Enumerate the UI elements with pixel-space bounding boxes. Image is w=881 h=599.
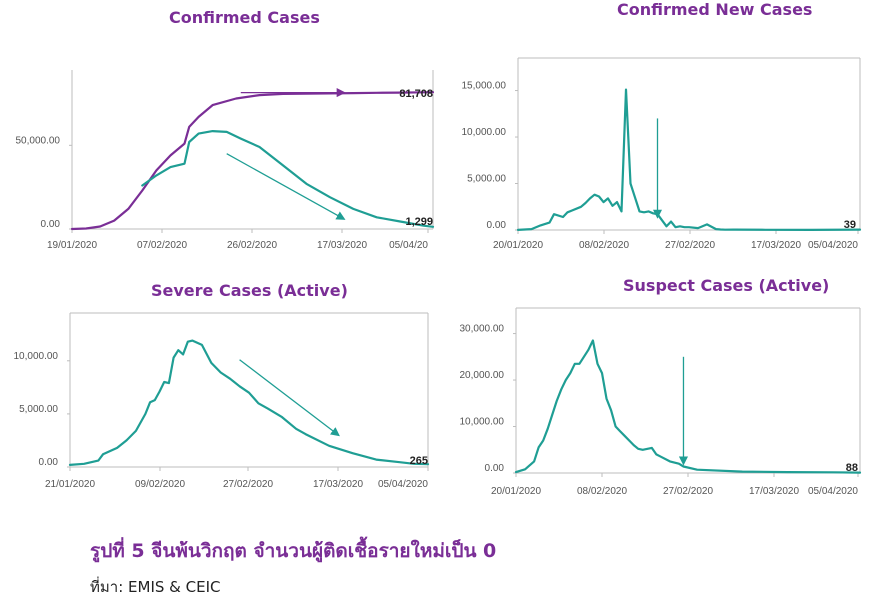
y-tick-label: 0.00 [487,220,507,231]
x-tick-label: 17/03/2020 [317,240,367,251]
x-tick-label: 26/02/2020 [227,240,277,251]
x-tick-label: 05/04/2020 [378,479,428,490]
x-tick-label: 27/02/2020 [663,486,713,497]
series-line-severe [68,339,430,466]
x-tick-label: 07/02/2020 [137,240,187,251]
x-tick-label: 27/02/2020 [665,240,715,251]
chart-title-confirmed: Confirmed Cases [169,8,320,27]
y-tick-label: 15,000.00 [462,81,507,92]
x-tick-label: 05/04/2020 [808,486,858,497]
x-tick-label: 20/01/2020 [491,486,541,497]
chart-confirmed: 0.00 50,000.00 19/01/2020 07/02/2020 26/02/2… [16,70,435,251]
chart-title-suspect: Suspect Cases (Active) [623,276,830,295]
x-tick-label: 08/02/2020 [577,486,627,497]
chart-new: 0.00 5,000.00 10,000.00 15,000.00 20/01/2020… [462,57,862,251]
chart-title-severe: Severe Cases (Active) [151,281,348,300]
x-tick-label: 08/02/2020 [579,240,629,251]
end-value-label: 39 [844,219,856,231]
y-tick-label: 30,000.00 [460,324,505,335]
series-line-new-cases [516,88,862,231]
series-line-suspect [514,339,862,474]
y-tick-label: 50,000.00 [16,135,61,146]
end-value-label: 88 [846,462,858,474]
x-tick-label: 09/02/2020 [135,479,185,490]
end-value-label: 1,299 [405,216,433,228]
y-tick-label: 10,000.00 [460,417,505,428]
series-line-cumulative-confirmed [70,91,435,231]
y-tick-label: 0.00 [39,457,59,468]
x-tick-label: 05/04/2020 [808,240,858,251]
figure-source: ที่มา: EMIS & CEIC [90,578,221,596]
chart-severe: 0.00 5,000.00 10,000.00 21/01/2020 09/02/202… [14,312,430,490]
x-tick-label: 17/03/2020 [749,486,799,497]
figure-caption: รูปที่ 5 จีนพ้นวิกฤต จำนวนผู้ติดเชื้อราย… [90,540,497,562]
x-tick-label: 27/02/2020 [223,479,273,490]
y-tick-label: 20,000.00 [460,370,505,381]
trend-arrow [239,359,340,437]
x-tick-label: 05/04/20 [389,240,428,251]
end-value-label: 265 [410,455,428,467]
x-tick-label: 20/01/2020 [493,240,543,251]
end-value-label: 81,708 [399,88,433,100]
y-tick-label: 0.00 [41,219,61,230]
y-tick-label: 5,000.00 [467,174,506,185]
x-tick-label: 17/03/2020 [313,479,363,490]
x-tick-label: 21/01/2020 [45,479,95,490]
y-tick-label: 5,000.00 [19,404,58,415]
chart-title-new: Confirmed New Cases [617,0,813,19]
y-tick-label: 0.00 [485,463,505,474]
trend-arrow [226,153,346,220]
x-tick-label: 17/03/2020 [751,240,801,251]
y-tick-label: 10,000.00 [462,127,507,138]
chart-suspect: 0.00 10,000.00 20,000.00 30,000.00 20/01/202… [460,307,862,497]
x-tick-label: 19/01/2020 [47,240,97,251]
y-tick-label: 10,000.00 [14,351,59,362]
series-line-active-confirmed [141,130,435,228]
